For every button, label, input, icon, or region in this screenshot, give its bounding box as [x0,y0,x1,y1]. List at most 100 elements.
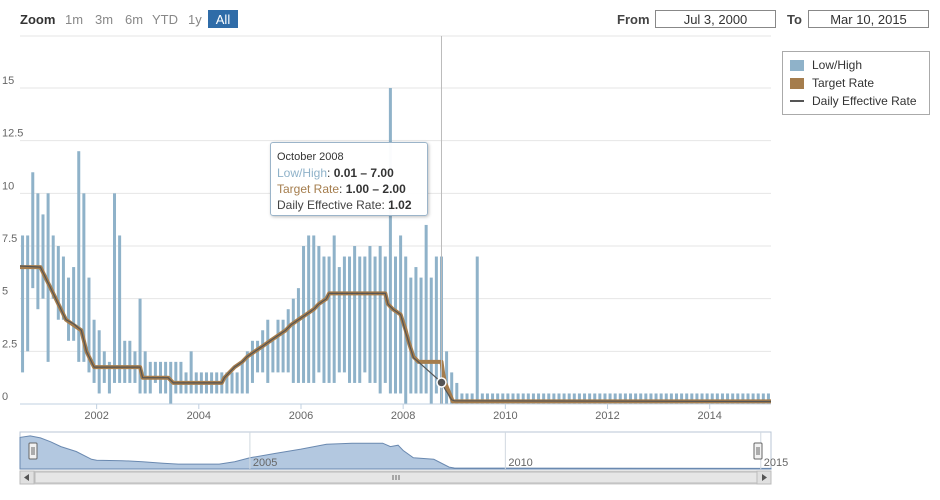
lowhigh-bar [179,361,183,394]
lowhigh-bar [128,340,132,383]
lowhigh-bar [118,235,122,383]
from-date-input[interactable]: Jul 3, 2000 [655,10,776,28]
lowhigh-bar [388,88,392,394]
lowhigh-bar [572,393,576,404]
lowhigh-bar [629,393,633,404]
legend: Low/High Target Rate Daily Effective Rat… [782,51,930,115]
lowhigh-bar [123,340,127,383]
zoom-button-3m[interactable]: 3m [95,12,113,27]
y-tick-label: 12.5 [2,128,23,140]
navigator-handle-right[interactable] [753,442,763,460]
zoom-button-6m[interactable]: 6m [125,12,143,27]
navigator[interactable]: 2005 2010 2015 [19,431,788,470]
zoom-buttons: 1m 3m 6m YTD 1y All [65,10,238,28]
tooltip-row-lowhigh: Low/High: 0.01 – 7.00 [277,166,394,180]
lowhigh-bar [245,351,249,394]
to-date-input[interactable]: Mar 10, 2015 [808,10,929,28]
lowhigh-bar [746,393,750,404]
zoom-button-bg [208,10,238,28]
lowhigh-bar [674,393,678,404]
lowhigh-bar [256,340,260,373]
lowhigh-bar [526,393,530,404]
x-tick-label: 2002 [84,410,108,422]
zoom-button-1m[interactable]: 1m [65,12,83,27]
legend-item-target[interactable]: Target Rate [790,75,874,91]
lowhigh-bar [511,393,515,404]
lowhigh-bar [409,277,413,394]
lowhigh-bar [537,393,541,404]
lowhigh-bar [715,393,719,404]
lowhigh-bar [363,256,367,373]
lowhigh-bar [455,382,459,404]
range-selector: Zoom 1m 3m 6m YTD 1y All From To [20,10,802,28]
lowhigh-bar [501,393,505,404]
y-axis-labels: 0 2.5 5 7.5 10 12.5 15 [2,75,23,403]
lowhigh-bar [342,256,346,373]
tooltip-target-value: 1.00 – 2.00 [345,182,406,196]
lowhigh-bar [470,393,474,404]
lowhigh-bar [281,319,285,373]
lowhigh-bar [327,256,331,383]
lowhigh-bar [383,256,387,383]
legend-swatch-target [790,77,804,89]
lowhigh-bar [460,393,464,404]
lowhigh-bar [143,351,147,394]
legend-item-effective[interactable]: Daily Effective Rate [790,93,917,109]
lowhigh-bar [174,361,178,394]
zoom-button-ytd[interactable]: YTD [152,12,178,27]
lowhigh-bar [705,393,709,404]
lowhigh-bar [680,393,684,404]
lowhigh-bar [618,393,622,404]
lowhigh-bar [266,319,270,383]
lowhigh-bar [521,393,525,404]
zoom-label: Zoom [20,12,55,27]
scrollbar[interactable] [19,470,772,485]
lowhigh-bar [322,256,326,383]
zoom-button-all[interactable]: All [208,10,238,28]
x-tick-label: 2004 [187,410,211,422]
navigator-tick-label: 2015 [764,457,788,469]
lowhigh-bar [87,277,91,373]
x-tick-label: 2014 [697,410,721,422]
navigator-handle-left[interactable] [28,442,38,460]
lowhigh-bar [506,393,510,404]
lowhigh-bar [378,246,382,394]
lowhigh-bar [542,393,546,404]
lowhigh-bar [695,393,699,404]
tooltip-target-label: Target Rate [277,182,340,196]
lowhigh-bar [685,393,689,404]
lowhigh-bar [250,340,254,383]
lowhigh-bar [654,393,658,404]
lowhigh-bar [516,393,520,404]
zoom-button-label: YTD [152,12,178,27]
lowhigh-bar [46,193,50,362]
y-tick-label: 5 [2,286,8,298]
lowhigh-bar [72,267,76,341]
lowhigh-bar [659,393,663,404]
tooltip-effective-label: Daily Effective Rate [277,198,382,212]
lowhigh-bar [598,393,602,404]
from-label: From [617,12,650,27]
navigator-labels: 2005 2010 2015 [253,457,788,469]
tooltip-effective-value: 1.02 [388,198,412,212]
zoom-button-label: 6m [125,12,143,27]
scrollbar-left-arrow-icon [24,474,29,481]
lowhigh-bar [664,393,668,404]
zoom-button-1y[interactable]: 1y [188,12,202,27]
lowhigh-bar [36,193,40,310]
y-tick-label: 0 [2,391,8,403]
lowhigh-bar [153,361,157,383]
hover-marker [436,377,447,388]
lowhigh-bar [296,288,300,383]
tooltip-row-target: Target Rate: 1.00 – 2.00 [277,182,406,196]
lowhigh-bar [557,393,561,404]
lowhigh-bar [603,393,607,404]
lowhigh-bar [649,393,653,404]
lowhigh-bar [726,393,730,404]
lowhigh-bar [613,393,617,404]
lowhigh-bar [261,330,265,373]
lowhigh-bar [531,393,535,404]
lowhigh-bar [414,267,418,394]
legend-item-lowhigh[interactable]: Low/High [790,57,862,73]
